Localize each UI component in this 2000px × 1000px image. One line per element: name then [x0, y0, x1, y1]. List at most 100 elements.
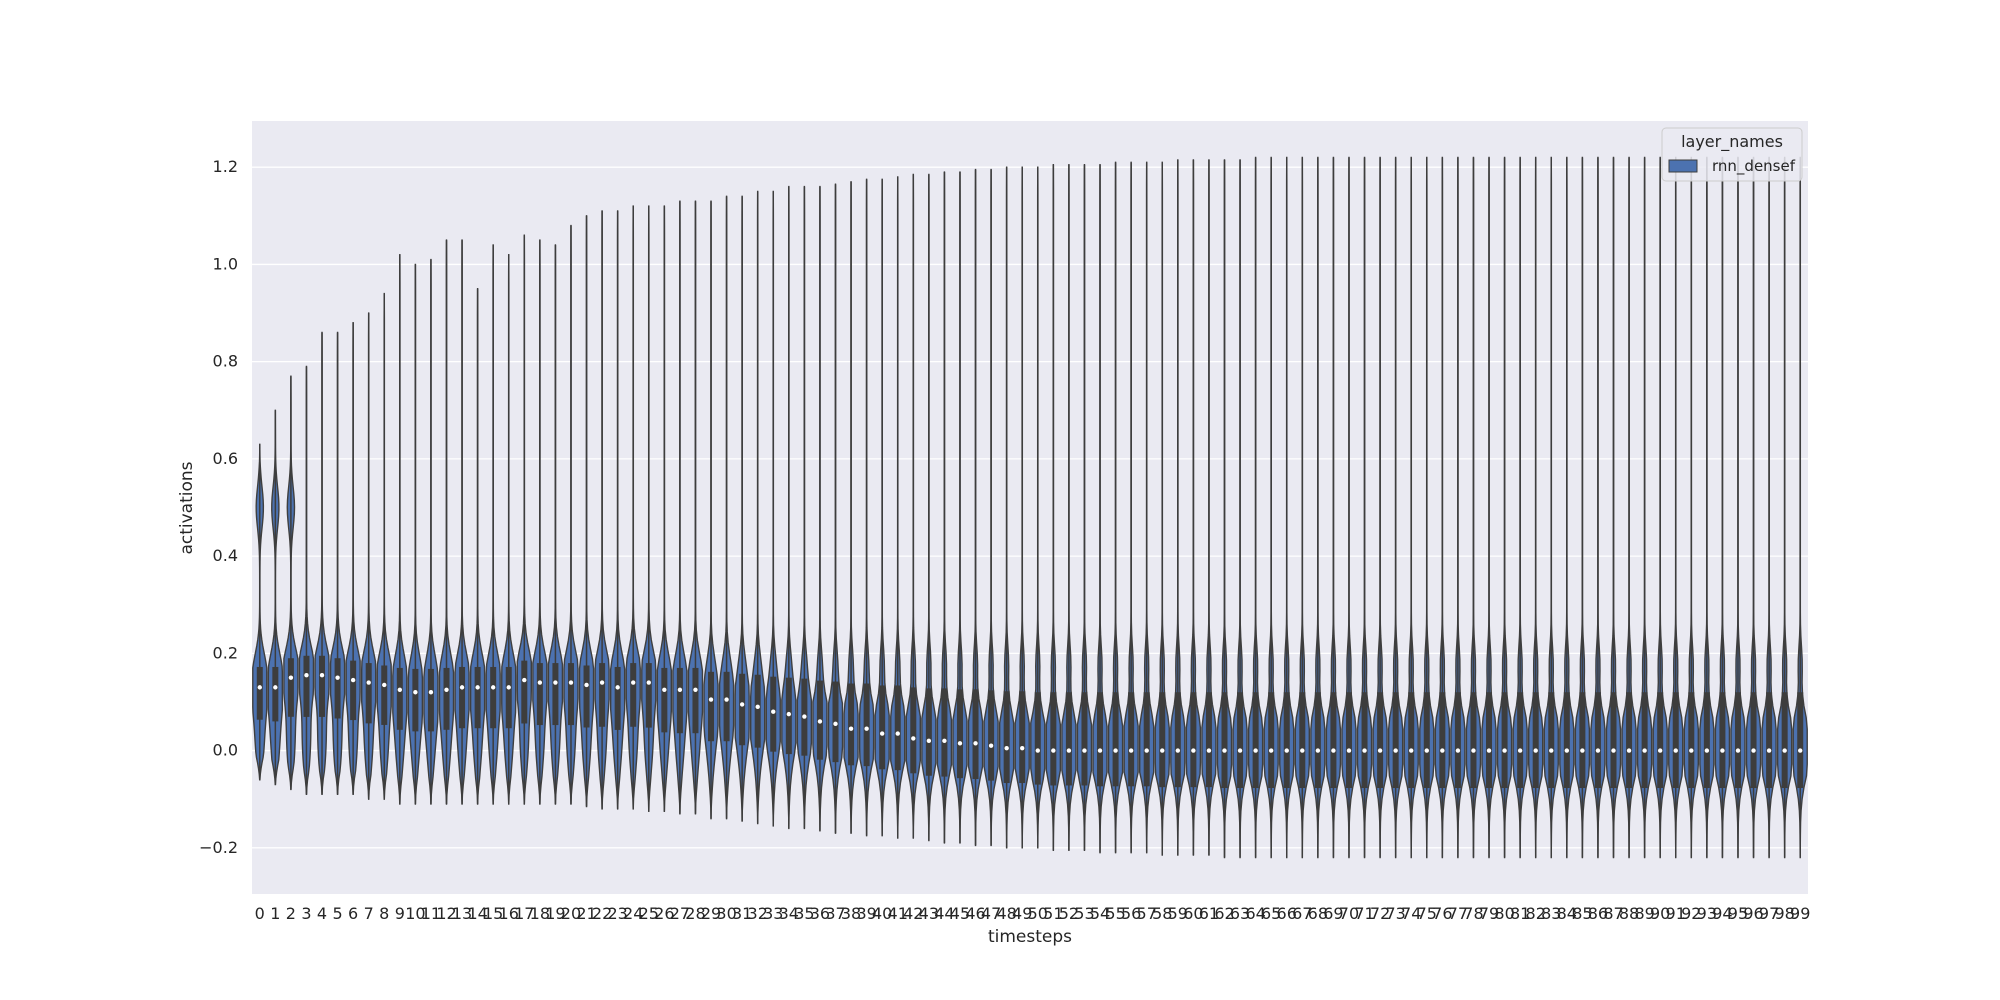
x-tick-label: 69 — [1323, 904, 1343, 923]
x-tick-label: 10 — [405, 904, 425, 923]
violin-box — [925, 688, 932, 776]
violin-box — [1034, 692, 1041, 785]
violin-median — [319, 673, 325, 678]
violin-median — [739, 702, 745, 707]
violin-median — [1237, 748, 1243, 753]
violin-median — [848, 726, 854, 731]
legend-title: layer_names — [1681, 132, 1783, 152]
x-tick-label: 13 — [452, 904, 472, 923]
violin-median — [833, 721, 838, 727]
violin-box — [350, 660, 357, 721]
x-tick-label: 50 — [1028, 904, 1048, 923]
x-tick-label: 63 — [1230, 904, 1250, 923]
y-tick-labels: −0.2 0.0 0.2 0.4 0.6 0.8 1.0 1.2 — [199, 157, 238, 857]
violin-box — [272, 666, 279, 722]
violin-median — [1315, 748, 1321, 753]
violin-median — [1673, 748, 1678, 753]
x-tick-label: 66 — [1277, 904, 1297, 923]
x-tick-label: 86 — [1588, 904, 1608, 923]
violin-box — [770, 676, 777, 752]
legend-label: rnn_densef — [1712, 157, 1796, 176]
violin-box — [1626, 692, 1633, 789]
x-tick-label: 29 — [701, 904, 721, 923]
violin-median — [1393, 748, 1398, 753]
violin-median — [1144, 748, 1149, 753]
x-tick-label: 46 — [965, 904, 985, 923]
violin-median — [1549, 748, 1554, 753]
violin-box — [956, 689, 963, 779]
violin-median — [459, 685, 465, 690]
violin-box — [1392, 692, 1399, 789]
violin-median — [1160, 748, 1165, 753]
violin-box — [599, 663, 606, 727]
violin-median — [988, 743, 994, 748]
x-tick-label: 47 — [981, 904, 1001, 923]
violin-median — [273, 685, 278, 690]
x-tick-label: 4 — [317, 904, 327, 923]
x-tick-label: 24 — [623, 904, 643, 923]
violin-box — [334, 658, 341, 719]
x-tick-label: 64 — [1245, 904, 1265, 923]
violin-median — [1440, 748, 1445, 753]
violin-median — [522, 677, 527, 683]
violin-box — [490, 666, 497, 729]
violin-box — [1579, 692, 1586, 789]
violin-box — [427, 668, 434, 732]
violin-box — [1081, 692, 1088, 786]
violin-median — [631, 680, 636, 685]
violin-box — [443, 667, 450, 730]
violin-box — [1657, 692, 1664, 789]
x-tick-label: 54 — [1090, 904, 1110, 923]
violin-box — [1159, 692, 1166, 788]
x-tick-label: 1 — [270, 904, 280, 923]
violin-box — [1112, 692, 1119, 787]
x-tick-label: 85 — [1572, 904, 1592, 923]
x-tick-label: 40 — [872, 904, 892, 923]
violin-median — [1502, 748, 1507, 753]
violin-median — [1611, 748, 1616, 753]
x-tick-label: 3 — [301, 904, 311, 923]
violin-median — [1409, 748, 1414, 753]
violin-box — [1532, 692, 1539, 789]
violin-median — [864, 726, 869, 731]
violin-box — [661, 667, 668, 733]
violin-median — [335, 675, 340, 680]
violin-box — [1688, 692, 1695, 789]
x-tick-label: 8 — [379, 904, 389, 923]
x-tick-label: 41 — [888, 904, 908, 923]
x-tick-label: 35 — [794, 904, 814, 923]
violin-box — [1517, 692, 1524, 789]
x-tick-label: 49 — [1012, 904, 1032, 923]
violin-box — [910, 687, 917, 774]
violin-median — [1284, 748, 1289, 753]
x-tick-label: 45 — [950, 904, 970, 923]
violin-median — [1004, 745, 1009, 751]
x-tick-label: 16 — [499, 904, 519, 923]
x-tick-label: 44 — [934, 904, 954, 923]
violin-box — [1423, 692, 1430, 789]
violin-box — [1345, 692, 1352, 789]
violin-median — [911, 736, 916, 741]
x-tick-label: 93 — [1697, 904, 1717, 923]
violin-box — [567, 663, 574, 726]
x-tick-label: 27 — [670, 904, 690, 923]
y-tick-label: 1.2 — [213, 157, 238, 176]
violin-box — [1003, 691, 1010, 784]
y-axis-label: activations — [177, 461, 197, 554]
x-tick-label: 68 — [1308, 904, 1328, 923]
violin-median — [786, 711, 792, 717]
violin-box — [692, 667, 699, 734]
violin-box — [1361, 692, 1368, 789]
violin-median — [1113, 748, 1118, 753]
violin-median — [708, 697, 714, 702]
violin-median — [1595, 748, 1601, 753]
violin-box — [1594, 692, 1601, 789]
violin-median — [957, 741, 963, 746]
violin-box — [1299, 692, 1306, 789]
x-tick-label: 52 — [1059, 904, 1079, 923]
x-tick-label: 75 — [1417, 904, 1437, 923]
violin-box — [1174, 692, 1181, 788]
violin-box — [1205, 692, 1212, 788]
y-tick-label: 0.2 — [213, 643, 238, 662]
violin-box — [1065, 692, 1072, 786]
